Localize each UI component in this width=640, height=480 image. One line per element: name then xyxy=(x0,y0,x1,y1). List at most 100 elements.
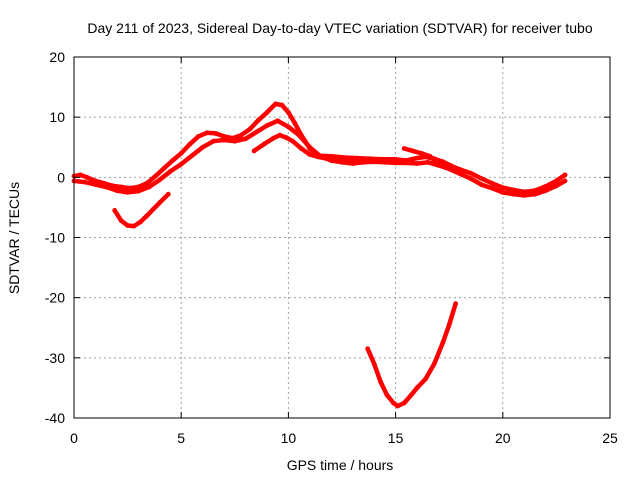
data-point xyxy=(401,400,407,406)
data-point xyxy=(307,144,313,150)
data-point xyxy=(78,172,83,178)
data-point xyxy=(393,156,398,162)
data-point xyxy=(286,124,291,130)
data-point xyxy=(178,150,184,156)
data-point xyxy=(253,129,259,135)
data-point xyxy=(562,172,568,178)
data-point xyxy=(414,155,420,161)
data-point xyxy=(232,138,238,144)
data-point xyxy=(453,301,458,307)
data-point xyxy=(262,141,268,147)
data-point xyxy=(521,193,527,198)
data-point xyxy=(384,392,390,398)
data-point xyxy=(298,146,304,151)
data-point xyxy=(393,160,398,166)
data-point xyxy=(425,159,431,165)
y-axis-label: SDTVAR / TECUs xyxy=(6,182,22,294)
data-point xyxy=(427,153,433,159)
data-point xyxy=(414,161,420,166)
data-point xyxy=(290,138,296,144)
data-point xyxy=(243,136,248,142)
data-point xyxy=(562,178,568,184)
series-layer xyxy=(71,101,568,409)
data-point xyxy=(554,178,559,184)
y-tick-label: -10 xyxy=(45,230,65,246)
data-point xyxy=(283,135,289,141)
data-point xyxy=(365,346,371,352)
data-point xyxy=(358,158,364,164)
data-point xyxy=(153,173,158,179)
y-tick-label: 0 xyxy=(57,169,65,185)
data-point xyxy=(275,118,281,124)
data-point xyxy=(277,132,283,138)
data-point xyxy=(84,174,90,180)
data-point xyxy=(271,135,276,141)
data-point xyxy=(114,188,120,194)
data-point xyxy=(324,156,330,162)
data-point xyxy=(316,154,321,160)
data-point xyxy=(296,132,302,138)
data-point xyxy=(146,184,152,190)
data-point xyxy=(376,159,381,165)
data-point xyxy=(521,189,527,195)
data-point xyxy=(264,110,270,115)
data-point xyxy=(511,191,516,197)
series-arc-mid-drop xyxy=(251,132,381,164)
x-tick-label: 20 xyxy=(495,430,511,446)
data-point xyxy=(251,148,257,154)
data-point xyxy=(378,379,383,385)
tick-layer: 0 5 10 15 20 25 -40 -30 -20 -10 0 10 20 xyxy=(45,49,618,446)
chart-title: Day 211 of 2023, Sidereal Day-to-day VTE… xyxy=(87,20,592,36)
data-point xyxy=(125,223,130,228)
data-point xyxy=(341,158,347,163)
data-point xyxy=(150,206,156,212)
data-point xyxy=(453,167,458,173)
data-point xyxy=(440,340,446,346)
data-point xyxy=(367,159,373,165)
data-point xyxy=(157,200,163,206)
data-point xyxy=(440,159,446,165)
series-arc-deep-dip xyxy=(365,301,458,409)
data-point xyxy=(221,134,227,139)
data-point xyxy=(444,165,450,171)
data-point xyxy=(391,400,396,406)
data-point xyxy=(395,403,401,409)
data-point xyxy=(238,132,244,138)
data-point xyxy=(446,322,452,328)
data-point xyxy=(401,146,407,151)
data-point xyxy=(403,160,409,166)
data-point xyxy=(468,176,473,181)
y-tick-label: -20 xyxy=(45,290,65,306)
grid-layer xyxy=(74,57,610,418)
x-tick-label: 15 xyxy=(388,430,404,446)
data-point xyxy=(135,188,141,194)
data-point xyxy=(211,138,216,144)
x-tick-label: 0 xyxy=(70,430,78,446)
data-point xyxy=(112,208,118,213)
data-point xyxy=(273,101,278,107)
data-point xyxy=(532,191,538,197)
data-point xyxy=(200,144,206,150)
data-point xyxy=(178,161,184,167)
data-point xyxy=(423,376,428,382)
data-point xyxy=(500,185,506,191)
data-point xyxy=(138,219,143,225)
data-point xyxy=(436,161,441,167)
data-point xyxy=(264,123,270,128)
data-point xyxy=(431,361,437,367)
data-point xyxy=(286,110,291,115)
data-point xyxy=(144,180,150,186)
x-tick-label: 25 xyxy=(602,430,618,446)
data-point xyxy=(418,150,424,156)
y-tick-label: 10 xyxy=(49,109,65,125)
data-point xyxy=(131,223,137,229)
data-point xyxy=(479,182,484,188)
data-point xyxy=(408,393,413,399)
y-tick-label: -30 xyxy=(45,350,65,366)
data-point xyxy=(125,190,130,195)
data-point xyxy=(489,185,495,191)
data-point xyxy=(213,131,218,136)
data-point xyxy=(307,152,313,157)
data-point xyxy=(382,159,388,165)
